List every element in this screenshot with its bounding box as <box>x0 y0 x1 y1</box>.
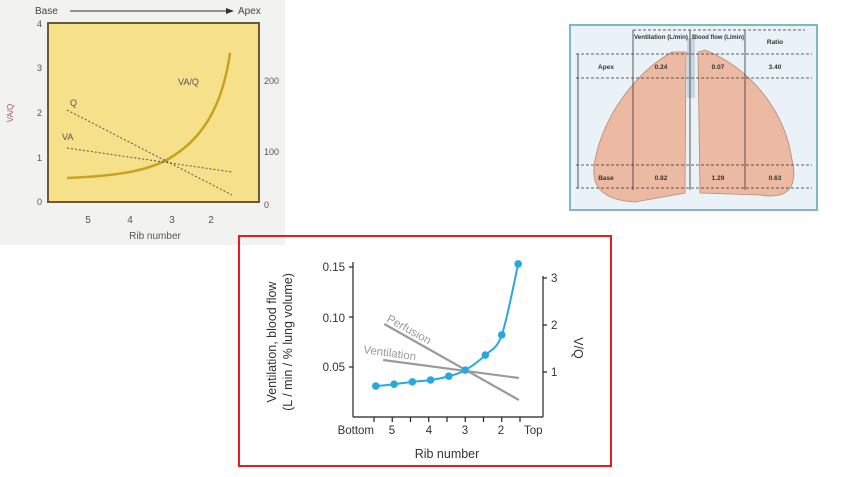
figure-left-plot-area <box>47 22 260 203</box>
apex-ratio: 3.40 <box>769 64 782 71</box>
perfusion-label: Perfusion <box>385 313 433 347</box>
vq-point <box>445 372 453 381</box>
rib-number-label: Rib number <box>129 231 181 242</box>
left-tick: 2 <box>37 108 42 118</box>
right-lung <box>697 49 795 197</box>
va-curve-label: VA <box>62 132 73 142</box>
right-tick: 0 <box>264 200 269 210</box>
right-tick: 100 <box>264 147 279 157</box>
apex-ventilation: 0.24 <box>655 64 668 71</box>
vq-point <box>408 378 417 386</box>
x-tick-label: 4 <box>426 425 433 437</box>
rib-tick: 4 <box>127 215 133 226</box>
x-tick-label: 2 <box>498 425 504 437</box>
perfusion-dashed-line <box>66 109 233 196</box>
y-axis-title-line2: (L / min / % lung volume) <box>281 273 295 411</box>
y2-axis-title: V/Q <box>571 337 585 359</box>
apex-label: Apex <box>238 6 261 17</box>
row-label-base: Base <box>598 175 614 182</box>
ratio-header: Ratio <box>767 39 783 46</box>
rib-tick: 2 <box>208 215 214 226</box>
base-blood-flow: 1.29 <box>712 175 725 182</box>
y-tick-label: 0.10 <box>323 313 345 325</box>
left-lung <box>593 51 687 203</box>
right-tick: 200 <box>264 76 279 86</box>
left-tick: 3 <box>37 63 42 73</box>
x-tick-label-top: Top <box>524 425 543 437</box>
ventilation-header: Ventilation (L/min) <box>634 34 688 41</box>
rib-tick: 5 <box>85 215 91 226</box>
rib-tick: 3 <box>169 215 175 226</box>
va-q-axis-label: VA/Q <box>6 104 15 123</box>
vq-point <box>497 331 506 339</box>
x-tick-label: 3 <box>462 425 468 437</box>
arrowhead-icon <box>226 8 234 14</box>
left-tick: 0 <box>37 197 42 207</box>
x-tick-label: 5 <box>389 425 395 437</box>
x-axis-title: Rib number <box>415 447 480 461</box>
y2-tick-label: 1 <box>551 367 557 379</box>
va-q-curve-label: VA/Q <box>178 77 199 87</box>
base-ratio: 0.63 <box>769 175 782 182</box>
y-axis-title-line1: Ventilation, blood flow <box>265 281 279 403</box>
left-tick: 4 <box>37 19 42 29</box>
vq-point <box>514 260 522 268</box>
vq-point <box>461 366 470 374</box>
trachea <box>687 38 695 98</box>
perfusion-line <box>383 323 520 401</box>
highlight-box <box>238 235 612 467</box>
base-ventilation: 0.82 <box>655 175 668 182</box>
vq-point <box>390 380 398 389</box>
base-label: Base <box>35 6 58 17</box>
q-curve-label: Q <box>70 98 77 108</box>
va-q-curve <box>66 52 232 180</box>
vq-point <box>372 382 380 390</box>
left-tick: 1 <box>37 153 42 163</box>
apex-blood-flow: 0.07 <box>712 64 725 71</box>
y-tick-label: 0.05 <box>323 362 345 374</box>
vq-point <box>481 351 490 359</box>
y-tick-label: 0.15 <box>323 262 345 274</box>
x-tick-label-bottom: Bottom <box>338 425 374 437</box>
y2-tick-label: 2 <box>551 320 557 332</box>
ventilation-line <box>382 358 520 380</box>
blood-flow-header: Blood flow (L/min) <box>692 34 744 41</box>
row-label-apex: Apex <box>598 64 614 71</box>
vq-point <box>426 376 435 384</box>
y2-tick-label: 3 <box>551 273 557 285</box>
